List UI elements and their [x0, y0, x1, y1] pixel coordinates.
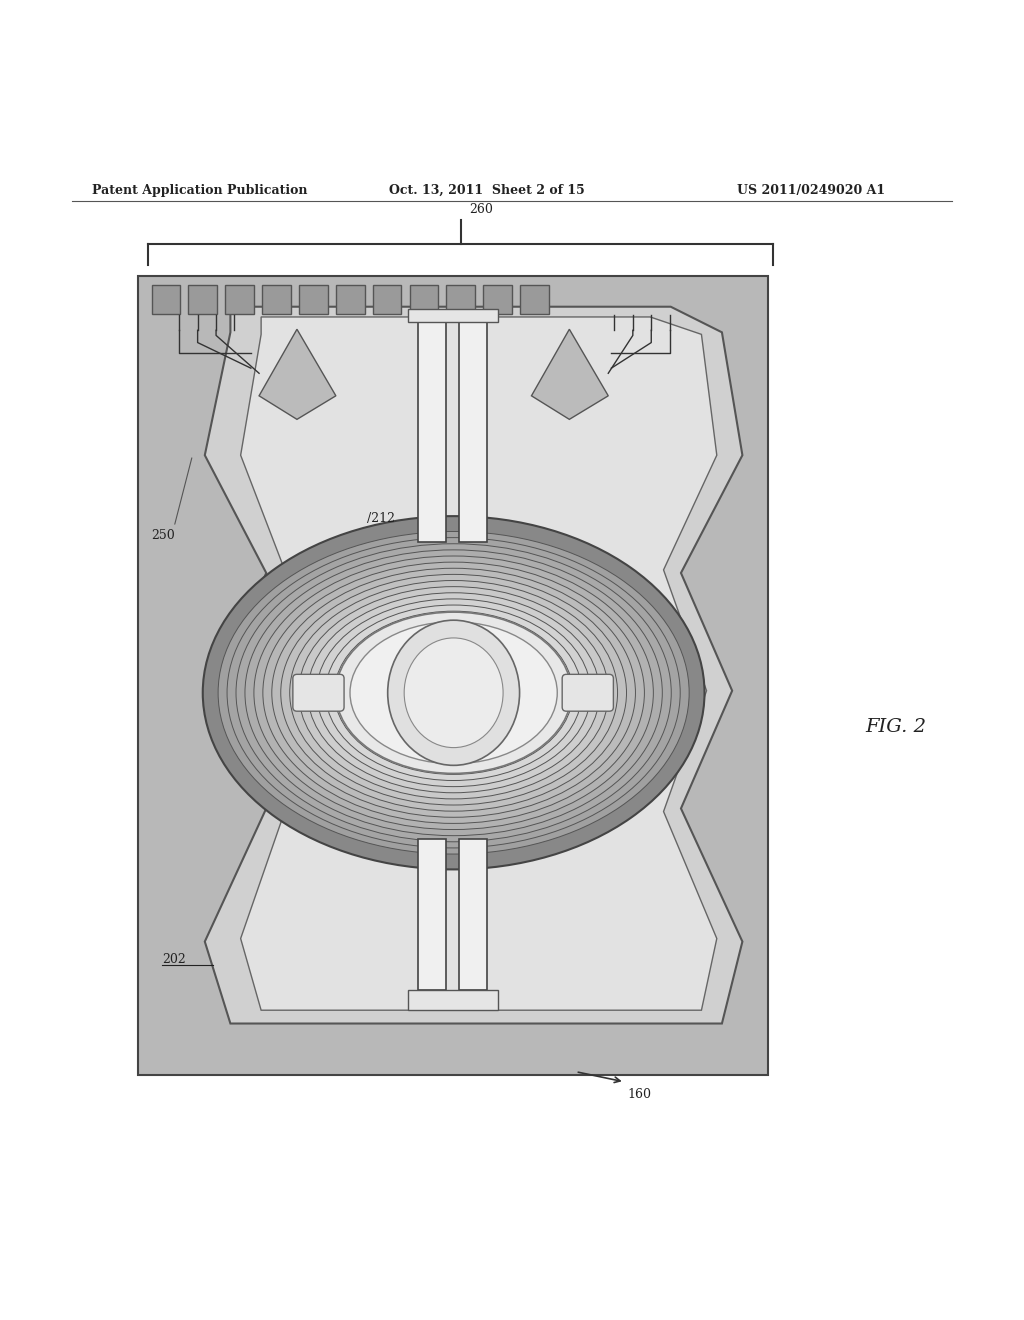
- Polygon shape: [531, 329, 608, 420]
- Text: Patent Application Publication: Patent Application Publication: [92, 183, 307, 197]
- Bar: [410, 285, 438, 314]
- Ellipse shape: [203, 516, 705, 870]
- Text: 260: 260: [469, 202, 493, 215]
- Text: US 2011/0249020 A1: US 2011/0249020 A1: [737, 183, 886, 197]
- Polygon shape: [418, 322, 446, 543]
- Text: /162: /162: [394, 623, 422, 636]
- Bar: [373, 285, 401, 314]
- Polygon shape: [241, 317, 717, 1010]
- Text: 202: 202: [162, 953, 185, 965]
- Ellipse shape: [316, 599, 591, 787]
- Bar: [225, 285, 254, 314]
- Polygon shape: [408, 309, 498, 322]
- Ellipse shape: [299, 586, 608, 799]
- Ellipse shape: [245, 550, 663, 836]
- Text: 222: 222: [510, 597, 534, 610]
- Bar: [299, 285, 328, 314]
- Ellipse shape: [227, 537, 680, 847]
- Text: /214: /214: [520, 623, 548, 636]
- Ellipse shape: [236, 544, 672, 842]
- Bar: [446, 285, 475, 314]
- Bar: [520, 285, 549, 314]
- Bar: [152, 285, 180, 314]
- Polygon shape: [259, 329, 336, 420]
- Text: /210: /210: [367, 797, 394, 810]
- Text: /212: /212: [367, 512, 394, 525]
- Polygon shape: [459, 840, 487, 990]
- Polygon shape: [205, 306, 742, 1023]
- FancyBboxPatch shape: [562, 675, 613, 711]
- Polygon shape: [408, 990, 498, 1010]
- Bar: [262, 285, 291, 314]
- Ellipse shape: [218, 532, 689, 854]
- Text: /220: /220: [276, 597, 304, 610]
- Bar: [336, 285, 365, 314]
- Polygon shape: [459, 322, 487, 543]
- Ellipse shape: [350, 622, 557, 764]
- Ellipse shape: [388, 620, 519, 766]
- Bar: [483, 285, 512, 314]
- Polygon shape: [418, 840, 446, 990]
- Text: Oct. 13, 2011  Sheet 2 of 15: Oct. 13, 2011 Sheet 2 of 15: [389, 183, 585, 197]
- Ellipse shape: [404, 638, 503, 747]
- Ellipse shape: [336, 612, 571, 774]
- Ellipse shape: [335, 611, 572, 775]
- Ellipse shape: [263, 562, 644, 824]
- Ellipse shape: [326, 605, 582, 780]
- Ellipse shape: [290, 581, 617, 805]
- Ellipse shape: [307, 593, 600, 793]
- Ellipse shape: [254, 556, 653, 829]
- Ellipse shape: [271, 568, 636, 817]
- Text: 160: 160: [628, 1088, 651, 1101]
- Text: 250: 250: [152, 528, 175, 541]
- Bar: [138, 276, 768, 1074]
- Text: FIG. 2: FIG. 2: [865, 718, 927, 735]
- Bar: [188, 285, 217, 314]
- Ellipse shape: [281, 574, 627, 812]
- FancyBboxPatch shape: [293, 675, 344, 711]
